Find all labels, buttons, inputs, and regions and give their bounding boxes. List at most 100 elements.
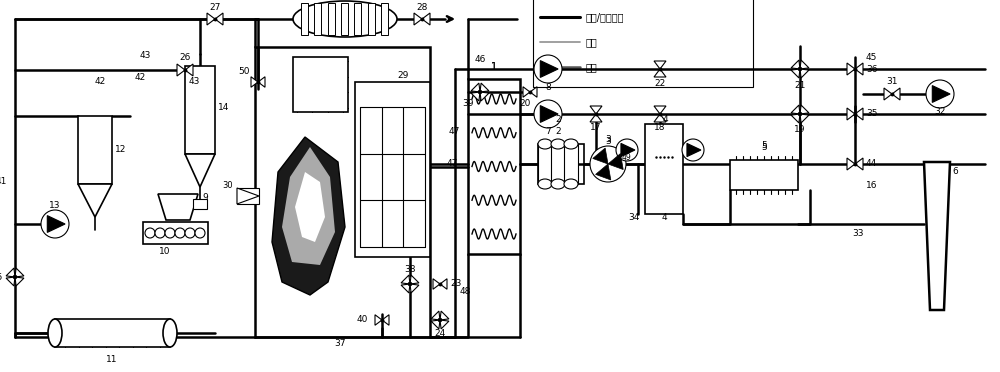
Polygon shape — [855, 63, 863, 75]
Bar — [354, 3, 361, 35]
Polygon shape — [800, 69, 809, 78]
Polygon shape — [15, 268, 24, 277]
Ellipse shape — [293, 1, 397, 37]
Bar — [193, 199, 207, 209]
Polygon shape — [431, 320, 440, 329]
Polygon shape — [892, 88, 900, 100]
Text: 10: 10 — [159, 247, 171, 257]
Text: 42: 42 — [94, 77, 106, 87]
Polygon shape — [6, 268, 15, 277]
Polygon shape — [440, 311, 449, 320]
Polygon shape — [480, 92, 489, 101]
Bar — [185, 66, 215, 154]
Circle shape — [616, 139, 638, 161]
Polygon shape — [847, 158, 855, 170]
Text: 4: 4 — [661, 212, 667, 221]
Circle shape — [534, 55, 562, 83]
Text: 46: 46 — [474, 55, 486, 64]
Polygon shape — [590, 114, 602, 122]
Circle shape — [155, 228, 165, 238]
Polygon shape — [590, 106, 602, 114]
Text: 48: 48 — [460, 288, 471, 296]
Polygon shape — [523, 87, 530, 97]
Polygon shape — [431, 311, 440, 320]
Text: 36: 36 — [866, 64, 878, 74]
Polygon shape — [800, 114, 809, 123]
Circle shape — [195, 228, 205, 238]
Polygon shape — [440, 279, 447, 289]
Text: 14: 14 — [218, 103, 229, 112]
Text: 37: 37 — [334, 340, 346, 349]
Polygon shape — [382, 315, 389, 325]
Polygon shape — [422, 13, 430, 25]
Bar — [328, 3, 335, 35]
Text: 38: 38 — [404, 266, 416, 275]
Polygon shape — [15, 277, 24, 286]
Circle shape — [682, 139, 704, 161]
Polygon shape — [480, 83, 489, 92]
Text: 3: 3 — [605, 138, 611, 147]
Bar — [564, 144, 578, 184]
Text: 18: 18 — [654, 124, 666, 132]
Polygon shape — [215, 13, 223, 25]
Polygon shape — [932, 86, 950, 102]
Text: 烟气: 烟气 — [586, 62, 598, 72]
Polygon shape — [654, 106, 666, 114]
Text: 22: 22 — [654, 78, 666, 87]
Bar — [730, 160, 798, 190]
Text: 9: 9 — [202, 192, 208, 202]
Polygon shape — [410, 275, 419, 284]
Circle shape — [798, 112, 802, 116]
Bar — [341, 3, 348, 35]
Polygon shape — [884, 88, 892, 100]
Circle shape — [438, 318, 442, 322]
Text: 纯氧: 纯氧 — [586, 37, 598, 47]
Polygon shape — [654, 114, 666, 122]
Polygon shape — [654, 69, 666, 77]
Bar — [538, 144, 584, 184]
Polygon shape — [847, 63, 855, 75]
Text: 27: 27 — [209, 3, 221, 12]
Text: 2: 2 — [555, 115, 561, 125]
Text: 1: 1 — [491, 62, 497, 72]
Circle shape — [534, 100, 562, 128]
Ellipse shape — [551, 179, 565, 189]
Polygon shape — [608, 154, 623, 170]
Bar — [237, 188, 259, 204]
Polygon shape — [401, 284, 410, 293]
Text: 6: 6 — [952, 167, 958, 176]
Bar — [355, 82, 430, 257]
Polygon shape — [791, 69, 800, 78]
Polygon shape — [440, 320, 449, 329]
Text: 34: 34 — [629, 212, 640, 221]
Text: 5: 5 — [761, 141, 767, 151]
Circle shape — [590, 146, 626, 182]
Circle shape — [926, 80, 954, 108]
Polygon shape — [158, 194, 198, 220]
Ellipse shape — [538, 139, 552, 149]
Polygon shape — [540, 106, 558, 122]
Polygon shape — [295, 172, 325, 242]
Polygon shape — [791, 114, 800, 123]
Polygon shape — [800, 105, 809, 114]
Polygon shape — [687, 143, 701, 157]
Polygon shape — [282, 147, 335, 265]
Text: 4: 4 — [663, 115, 669, 125]
Circle shape — [408, 282, 412, 286]
Text: 17: 17 — [590, 124, 602, 132]
Bar — [645, 124, 683, 214]
Circle shape — [185, 228, 195, 238]
Polygon shape — [530, 87, 537, 97]
Circle shape — [145, 228, 155, 238]
Bar — [538, 144, 552, 184]
Bar — [468, 79, 520, 254]
Polygon shape — [237, 188, 259, 204]
Text: 空气/循环烟气: 空气/循环烟气 — [586, 12, 624, 22]
Bar — [314, 3, 321, 35]
Ellipse shape — [551, 139, 565, 149]
Polygon shape — [471, 83, 480, 92]
Text: 33: 33 — [852, 230, 864, 238]
Polygon shape — [207, 13, 215, 25]
Text: 23: 23 — [450, 279, 461, 289]
Ellipse shape — [564, 139, 578, 149]
